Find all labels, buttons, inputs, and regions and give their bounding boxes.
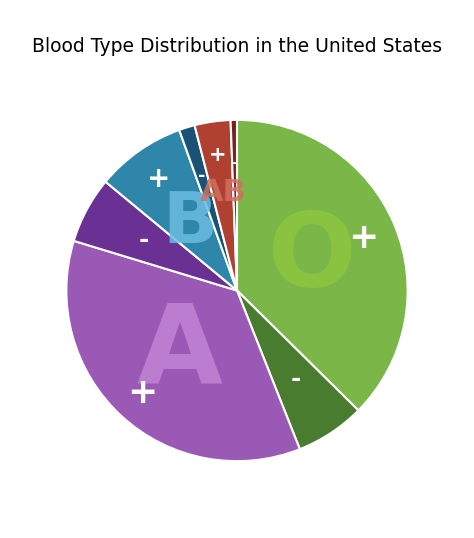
Text: -: -: [232, 155, 237, 169]
Wedge shape: [230, 120, 237, 291]
Text: +: +: [209, 145, 226, 165]
Wedge shape: [179, 125, 237, 291]
Text: AB: AB: [200, 178, 246, 207]
Text: -: -: [198, 167, 206, 186]
Wedge shape: [237, 291, 358, 449]
Wedge shape: [66, 241, 300, 461]
Wedge shape: [237, 120, 408, 410]
Wedge shape: [74, 182, 237, 291]
Text: +: +: [127, 377, 157, 410]
Text: -: -: [290, 367, 301, 391]
Text: O: O: [268, 208, 357, 309]
Title: Blood Type Distribution in the United States: Blood Type Distribution in the United St…: [32, 37, 442, 56]
Text: +: +: [348, 221, 378, 255]
Wedge shape: [194, 120, 237, 291]
Text: A: A: [136, 300, 222, 407]
Wedge shape: [106, 130, 237, 291]
Text: -: -: [138, 229, 149, 252]
Text: B: B: [162, 189, 218, 258]
Text: +: +: [147, 165, 170, 193]
